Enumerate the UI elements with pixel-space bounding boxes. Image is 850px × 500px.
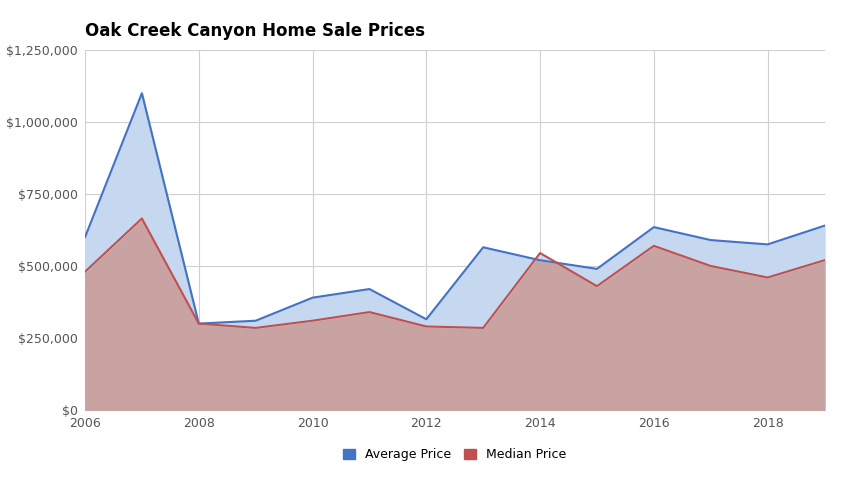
Text: Oak Creek Canyon Home Sale Prices: Oak Creek Canyon Home Sale Prices [85,22,425,40]
Legend: Average Price, Median Price: Average Price, Median Price [343,448,567,462]
